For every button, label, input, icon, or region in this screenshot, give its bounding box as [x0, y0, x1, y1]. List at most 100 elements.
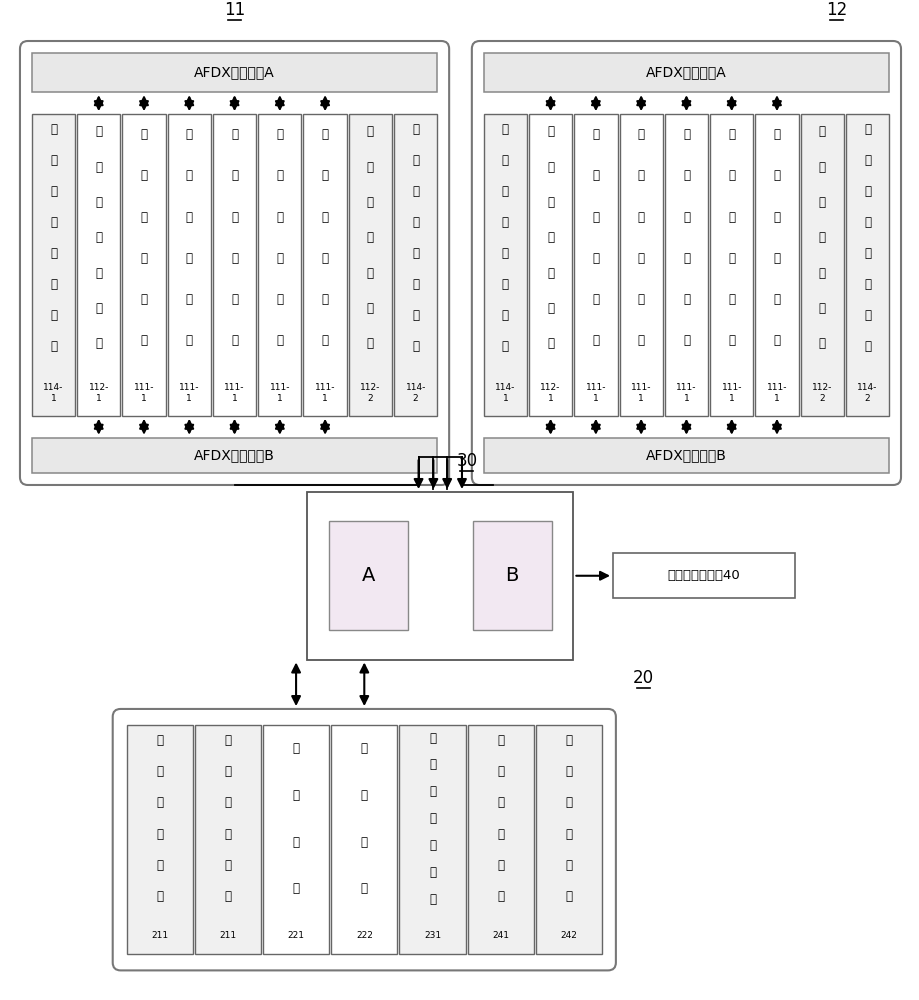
Text: 第: 第	[565, 734, 572, 747]
Text: 111-
1: 111- 1	[179, 383, 199, 403]
Text: 存: 存	[496, 796, 504, 809]
Text: 制: 制	[50, 278, 57, 291]
Text: 换: 换	[818, 231, 825, 244]
Text: 第: 第	[682, 128, 689, 141]
Text: 112-
2: 112- 2	[360, 383, 380, 403]
Text: 电: 电	[50, 185, 57, 198]
Text: 第: 第	[412, 123, 419, 136]
Text: 模: 模	[547, 302, 553, 315]
Text: 221: 221	[288, 931, 304, 940]
Text: 30: 30	[456, 452, 477, 470]
Text: 块: 块	[565, 890, 572, 903]
Text: 第: 第	[592, 128, 598, 141]
Text: 一: 一	[231, 169, 238, 182]
Text: 一: 一	[186, 169, 193, 182]
Text: 模: 模	[728, 293, 734, 306]
Text: 理: 理	[231, 252, 238, 265]
Text: 模: 模	[231, 293, 238, 306]
Text: 一: 一	[682, 169, 689, 182]
Text: 一: 一	[592, 169, 598, 182]
Text: 数据转换子系统40: 数据转换子系统40	[667, 569, 740, 582]
Bar	[122, 114, 165, 416]
Text: 二: 二	[565, 765, 572, 778]
Text: 第: 第	[496, 734, 504, 747]
Text: 处: 处	[156, 796, 163, 809]
Text: 模: 模	[367, 302, 373, 315]
Text: 一: 一	[728, 169, 734, 182]
Text: 111-
1: 111- 1	[269, 383, 289, 403]
Text: 块: 块	[501, 340, 508, 353]
Text: 第: 第	[50, 123, 57, 136]
Text: 模: 模	[322, 293, 328, 306]
Text: 114-
2: 114- 2	[857, 383, 877, 403]
Text: 模: 模	[50, 309, 57, 322]
Text: 三: 三	[428, 758, 436, 771]
Text: 储: 储	[496, 828, 504, 841]
Text: 理: 理	[141, 252, 147, 265]
Text: 第: 第	[156, 734, 163, 747]
Text: 模: 模	[96, 302, 102, 315]
Text: 块: 块	[412, 340, 419, 353]
Text: 控: 控	[863, 247, 870, 260]
Text: 第: 第	[292, 742, 300, 755]
Text: 理: 理	[637, 252, 644, 265]
Text: 交: 交	[818, 196, 825, 209]
Text: 理: 理	[322, 252, 328, 265]
Text: 块: 块	[50, 340, 57, 353]
Bar	[483, 438, 888, 473]
Text: 第: 第	[224, 734, 231, 747]
Text: 二: 二	[156, 765, 163, 778]
Bar	[754, 114, 798, 416]
Text: 关: 关	[292, 882, 300, 895]
Text: 模: 模	[682, 293, 689, 306]
Text: 块: 块	[367, 337, 373, 350]
Text: 一: 一	[292, 789, 300, 802]
Bar	[483, 114, 527, 416]
Text: 一: 一	[322, 169, 328, 182]
Text: 111-
1: 111- 1	[224, 383, 244, 403]
Text: 第: 第	[773, 128, 779, 141]
Text: 231: 231	[424, 931, 440, 940]
Text: 理: 理	[276, 252, 283, 265]
FancyBboxPatch shape	[113, 709, 615, 970]
Text: 第: 第	[501, 123, 508, 136]
Text: 块: 块	[322, 334, 328, 347]
Text: 111-
1: 111- 1	[720, 383, 741, 403]
Text: 交: 交	[547, 196, 553, 209]
Bar	[32, 114, 75, 416]
Text: 一: 一	[141, 169, 147, 182]
Text: 机: 机	[367, 267, 373, 280]
Text: 理: 理	[592, 252, 598, 265]
Text: 111-
1: 111- 1	[314, 383, 335, 403]
Text: 块: 块	[224, 890, 231, 903]
Text: 第: 第	[231, 128, 238, 141]
Bar	[618, 114, 662, 416]
Text: 模: 模	[224, 859, 231, 872]
Text: 111-
1: 111- 1	[630, 383, 651, 403]
Text: 模: 模	[496, 859, 504, 872]
Text: 关: 关	[360, 882, 368, 895]
Bar	[472, 521, 551, 630]
FancyBboxPatch shape	[471, 41, 900, 485]
Text: 第: 第	[367, 125, 373, 138]
Text: 222: 222	[356, 931, 372, 940]
Text: 111-
1: 111- 1	[675, 383, 696, 403]
Text: 块: 块	[428, 893, 436, 906]
Text: 理: 理	[682, 252, 689, 265]
Text: 块: 块	[496, 890, 504, 903]
Text: 第: 第	[96, 125, 102, 138]
Text: 控: 控	[501, 247, 508, 260]
Text: AFDX底板网络A: AFDX底板网络A	[194, 66, 275, 80]
Text: 242: 242	[560, 931, 577, 940]
Text: 一: 一	[96, 161, 102, 174]
Text: 交: 交	[367, 196, 373, 209]
Bar	[483, 53, 888, 92]
Text: 理: 理	[156, 828, 163, 841]
Bar	[467, 725, 533, 954]
Text: 机: 机	[428, 839, 436, 852]
Text: AFDX底板网络B: AFDX底板网络B	[645, 448, 726, 462]
Text: 处: 处	[637, 211, 644, 224]
Text: 模: 模	[186, 293, 193, 306]
Text: 块: 块	[637, 334, 644, 347]
Bar	[709, 114, 753, 416]
